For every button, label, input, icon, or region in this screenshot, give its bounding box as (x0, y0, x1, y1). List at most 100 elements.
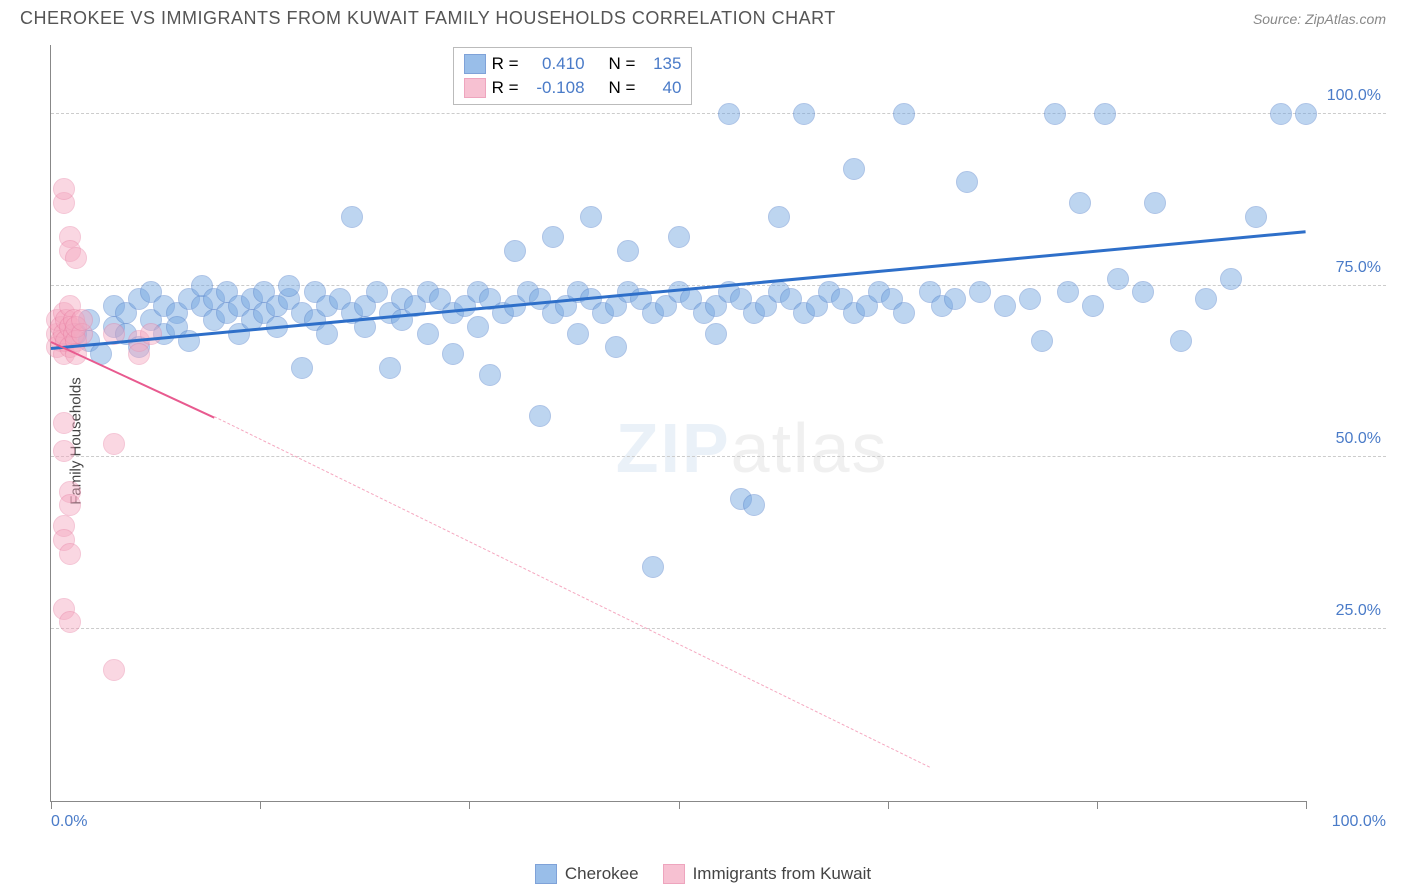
data-point (316, 323, 338, 345)
data-point (1132, 281, 1154, 303)
data-point (1107, 268, 1129, 290)
header: CHEROKEE VS IMMIGRANTS FROM KUWAIT FAMIL… (0, 0, 1406, 29)
data-point (718, 103, 740, 125)
data-point (768, 206, 790, 228)
data-point (1069, 192, 1091, 214)
data-point (53, 440, 75, 462)
data-point (53, 178, 75, 200)
data-point (529, 405, 551, 427)
gridline (51, 456, 1386, 457)
data-point (59, 611, 81, 633)
data-point (580, 206, 602, 228)
xtick (51, 801, 52, 809)
data-point (617, 240, 639, 262)
legend-item-kuwait: Immigrants from Kuwait (663, 864, 872, 884)
data-point (893, 302, 915, 324)
data-point (103, 433, 125, 455)
data-point (1245, 206, 1267, 228)
data-point (417, 323, 439, 345)
data-point (504, 240, 526, 262)
data-point (1031, 330, 1053, 352)
data-point (994, 295, 1016, 317)
data-point (743, 494, 765, 516)
legend-label-cherokee: Cherokee (565, 864, 639, 884)
data-point (379, 357, 401, 379)
data-point (893, 103, 915, 125)
bottom-legend: Cherokee Immigrants from Kuwait (0, 864, 1406, 884)
data-point (542, 226, 564, 248)
ytick-label: 25.0% (1336, 602, 1381, 620)
xtick (888, 801, 889, 809)
stats-n-cherokee: 135 (641, 54, 681, 74)
data-point (944, 288, 966, 310)
stats-r-label: R = (492, 54, 519, 74)
legend-swatch-kuwait (663, 864, 685, 884)
chart-title: CHEROKEE VS IMMIGRANTS FROM KUWAIT FAMIL… (20, 8, 836, 29)
data-point (1270, 103, 1292, 125)
trend-line (214, 416, 930, 767)
ytick-label: 100.0% (1327, 87, 1381, 105)
ytick-label: 75.0% (1336, 259, 1381, 277)
stats-r-cherokee: 0.410 (525, 54, 585, 74)
data-point (291, 357, 313, 379)
data-point (128, 343, 150, 365)
watermark: ZIPatlas (616, 408, 889, 488)
stats-r-label: R = (492, 78, 519, 98)
plot-area: ZIPatlas R = 0.410 N = 135 R = -0.108 N … (50, 45, 1306, 802)
data-point (705, 323, 727, 345)
data-point (1019, 288, 1041, 310)
data-point (1044, 103, 1066, 125)
stats-r-kuwait: -0.108 (525, 78, 585, 98)
data-point (1082, 295, 1104, 317)
data-point (366, 281, 388, 303)
stats-n-kuwait: 40 (641, 78, 681, 98)
chart-container: Family Households ZIPatlas R = 0.410 N =… (50, 45, 1386, 837)
data-point (71, 309, 93, 331)
xtick (469, 801, 470, 809)
legend-swatch-cherokee (535, 864, 557, 884)
data-point (956, 171, 978, 193)
legend-item-cherokee: Cherokee (535, 864, 639, 884)
data-point (53, 412, 75, 434)
ytick-label: 50.0% (1336, 430, 1381, 448)
watermark-bold: ZIP (616, 409, 731, 487)
xtick (679, 801, 680, 809)
data-point (1094, 103, 1116, 125)
data-point (969, 281, 991, 303)
data-point (103, 659, 125, 681)
gridline (51, 628, 1386, 629)
xaxis-end-label: 100.0% (1332, 813, 1386, 831)
swatch-cherokee (464, 54, 486, 74)
data-point (59, 543, 81, 565)
data-point (65, 247, 87, 269)
data-point (278, 275, 300, 297)
data-point (442, 343, 464, 365)
data-point (1057, 281, 1079, 303)
data-point (479, 364, 501, 386)
watermark-light: atlas (731, 409, 889, 487)
legend-label-kuwait: Immigrants from Kuwait (693, 864, 872, 884)
xtick (1306, 801, 1307, 809)
xtick (1097, 801, 1098, 809)
data-point (1220, 268, 1242, 290)
data-point (1170, 330, 1192, 352)
data-point (341, 206, 363, 228)
swatch-kuwait (464, 78, 486, 98)
data-point (793, 103, 815, 125)
data-point (467, 316, 489, 338)
stats-n-label: N = (609, 78, 636, 98)
data-point (843, 158, 865, 180)
stats-row-cherokee: R = 0.410 N = 135 (464, 52, 682, 76)
stats-row-kuwait: R = -0.108 N = 40 (464, 76, 682, 100)
data-point (642, 556, 664, 578)
data-point (605, 336, 627, 358)
xtick (260, 801, 261, 809)
data-point (1295, 103, 1317, 125)
data-point (1144, 192, 1166, 214)
xaxis-start-label: 0.0% (51, 813, 87, 831)
data-point (1195, 288, 1217, 310)
stats-n-label: N = (609, 54, 636, 74)
stats-box: R = 0.410 N = 135 R = -0.108 N = 40 (453, 47, 693, 105)
source-label: Source: ZipAtlas.com (1253, 11, 1386, 27)
data-point (668, 226, 690, 248)
